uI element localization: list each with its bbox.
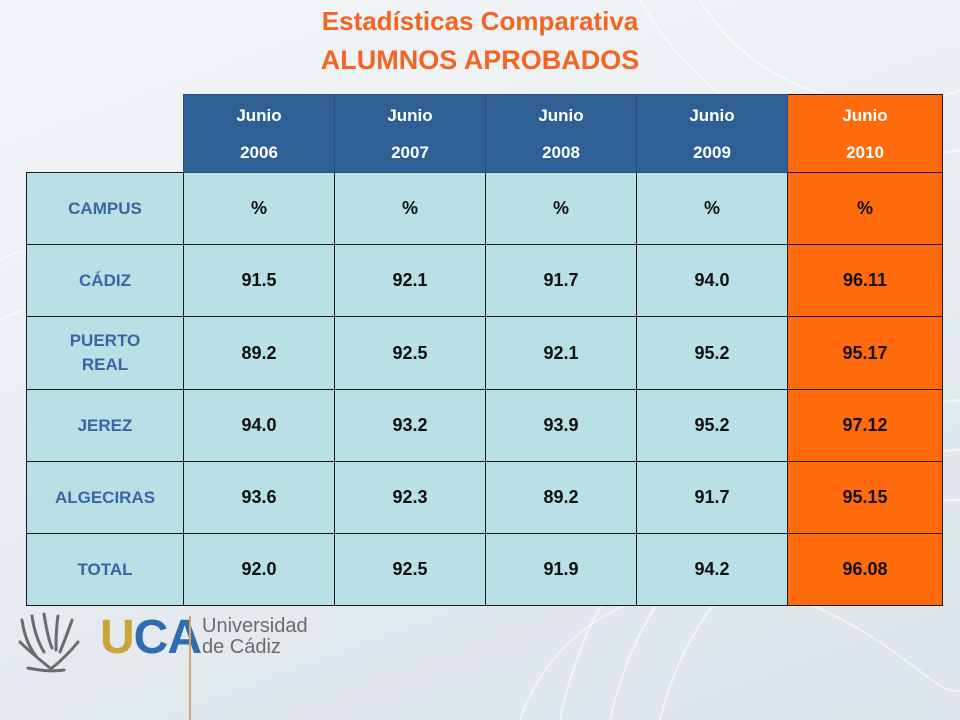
table-row: JEREZ 94.0 93.2 93.9 95.2 97.12 — [26, 389, 943, 462]
row-label-campus: CAMPUS — [26, 172, 184, 245]
header-year: 2010 — [846, 142, 884, 162]
table-cell: 92.5 — [334, 316, 486, 390]
header-junio-2008: Junio 2008 — [485, 94, 637, 173]
table-row: CÁDIZ 91.5 92.1 91.7 94.0 96.11 — [26, 244, 943, 317]
row-label-total: TOTAL — [26, 533, 184, 606]
table-cell: % — [334, 172, 486, 245]
header-junio-2009: Junio 2009 — [636, 94, 788, 173]
logo-divider — [189, 616, 191, 720]
row-label-jerez: JEREZ — [26, 389, 184, 462]
table-cell: % — [636, 172, 788, 245]
table-cell: 92.0 — [183, 533, 335, 606]
university-name-line2: de Cádiz — [202, 636, 281, 658]
table-cell: 93.6 — [183, 461, 335, 534]
statistics-table: Junio 2006 Junio 2007 Junio 2008 Junio 2009 … — [26, 94, 943, 606]
university-name: Universidad de Cádiz — [202, 616, 308, 658]
table-row: CAMPUS % % % % % — [26, 172, 943, 245]
table-cell-highlight: 95.17 — [787, 316, 943, 390]
table-cell: 94.0 — [636, 244, 788, 317]
table-cell: 91.5 — [183, 244, 335, 317]
header-junio-2010: Junio 2010 — [787, 94, 943, 173]
row-label-puerto-real: PUERTO REAL — [26, 316, 184, 390]
header-month: Junio — [538, 105, 584, 125]
table-cell: 89.2 — [485, 461, 637, 534]
header-junio-2007: Junio 2007 — [334, 94, 486, 173]
table-cell: 93.9 — [485, 389, 637, 462]
table-cell: 92.3 — [334, 461, 486, 534]
table-cell: 91.9 — [485, 533, 637, 606]
table-cell: 91.7 — [485, 244, 637, 317]
table-corner — [27, 95, 184, 173]
table-row: ALGECIRAS 93.6 92.3 89.2 91.7 95.15 — [26, 461, 943, 534]
table-cell: 95.2 — [636, 389, 788, 462]
table-cell: 95.2 — [636, 316, 788, 390]
uca-wordmark: UCA — [100, 611, 202, 664]
header-year: 2007 — [391, 142, 429, 162]
table-cell: 92.5 — [334, 533, 486, 606]
table-cell: % — [485, 172, 637, 245]
table-cell: 94.0 — [183, 389, 335, 462]
header-month: Junio — [842, 105, 888, 125]
table-header-row: Junio 2006 Junio 2007 Junio 2008 Junio 2009 … — [27, 94, 943, 173]
table-cell: % — [183, 172, 335, 245]
header-year: 2006 — [240, 142, 278, 162]
table-row: TOTAL 92.0 92.5 91.9 94.2 96.08 — [26, 533, 943, 606]
table-cell-highlight: 96.08 — [787, 533, 943, 606]
table-cell: 89.2 — [183, 316, 335, 390]
header-junio-2006: Junio 2006 — [183, 94, 335, 173]
table-cell: 94.2 — [636, 533, 788, 606]
header-year: 2008 — [542, 142, 580, 162]
table-cell-highlight: 97.12 — [787, 389, 943, 462]
uca-letter-u: U — [100, 611, 135, 664]
table-cell: 91.7 — [636, 461, 788, 534]
table-row: PUERTO REAL 89.2 92.5 92.1 95.2 95.17 — [26, 316, 943, 390]
table-cell: 92.1 — [485, 316, 637, 390]
uca-logo: UCA Universidad de Cádiz — [14, 612, 314, 720]
row-label-cadiz: CÁDIZ — [26, 244, 184, 317]
table-cell: 92.1 — [334, 244, 486, 317]
header-year: 2009 — [693, 142, 731, 162]
university-name-line1: Universidad — [202, 615, 308, 637]
page-subtitle: ALUMNOS APROBADOS — [320, 45, 640, 75]
row-label-algeciras: ALGECIRAS — [26, 461, 184, 534]
table-cell-highlight: % — [787, 172, 943, 245]
table-cell: 93.2 — [334, 389, 486, 462]
page-title: Estadísticas Comparativa — [321, 6, 639, 36]
table-cell-highlight: 95.15 — [787, 461, 943, 534]
header-month: Junio — [689, 105, 735, 125]
header-month: Junio — [387, 105, 433, 125]
uca-emblem-icon — [18, 612, 80, 673]
header-month: Junio — [236, 105, 282, 125]
table-cell-highlight: 96.11 — [787, 244, 943, 317]
